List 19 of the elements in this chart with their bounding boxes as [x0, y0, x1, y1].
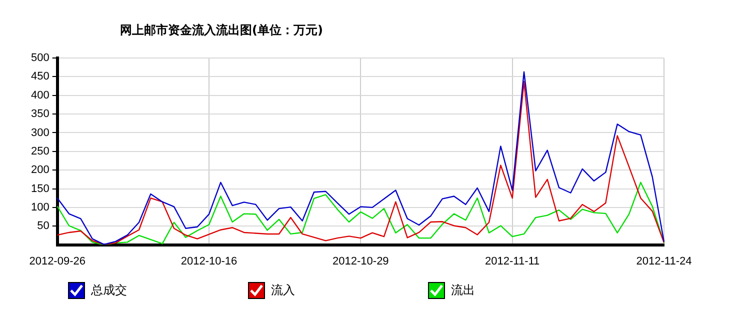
- x-tick-label: 2012-11-11: [485, 255, 540, 268]
- y-tick-label: 400: [30, 89, 50, 102]
- y-tick-label: 100: [30, 201, 50, 214]
- x-tick-label: 2012-10-29: [332, 255, 389, 268]
- y-tick-label: 250: [30, 145, 50, 158]
- y-tick-label: 500: [30, 52, 50, 64]
- x-tick-label: 2012-11-24: [636, 255, 692, 268]
- y-tick-label: 450: [30, 70, 50, 83]
- y-tick-label: 350: [30, 108, 50, 120]
- y-tick-label: 50: [37, 220, 50, 232]
- legend-label: 流出: [451, 282, 475, 299]
- y-tick-label: 200: [30, 164, 50, 176]
- legend-label: 流入: [271, 282, 295, 299]
- chart-title: 网上邮市资金流入流出图(单位：万元): [120, 22, 323, 39]
- x-tick-label: 2012-09-26: [29, 255, 86, 268]
- legend-label: 总成交: [91, 282, 127, 299]
- y-tick-label: 300: [30, 126, 50, 139]
- y-tick-label: 150: [30, 182, 50, 195]
- x-tick-label: 2012-10-16: [180, 255, 238, 268]
